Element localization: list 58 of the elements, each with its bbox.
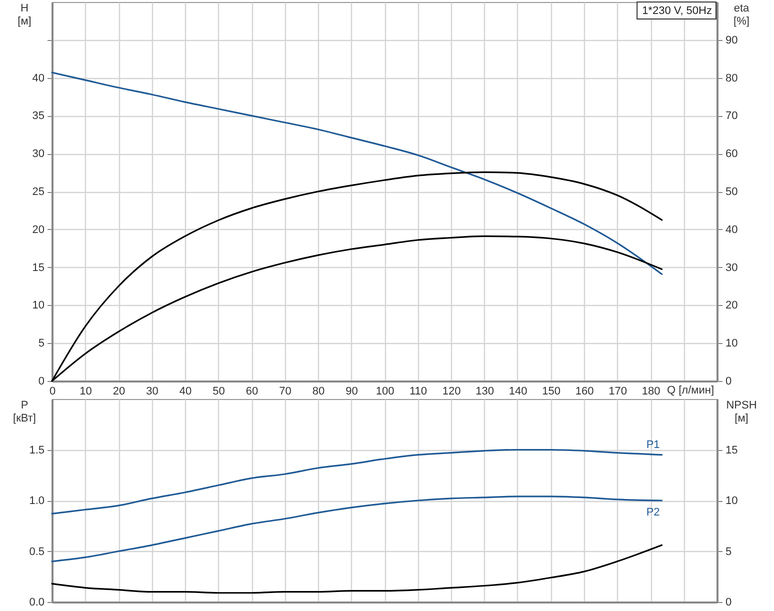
line-series xyxy=(51,544,663,594)
x-tick-label: 110 xyxy=(409,386,428,398)
y-tick-label: 1.5 xyxy=(29,444,44,456)
y2-tick-label: 0 xyxy=(726,596,732,608)
x-tick-label: 100 xyxy=(376,386,394,398)
x-tick-label: 160 xyxy=(575,386,594,398)
y2-tick-label: 90 xyxy=(726,34,738,46)
x-tick-label: 30 xyxy=(146,386,158,398)
y2-axis-title: eta [%] xyxy=(734,2,750,28)
y2-tick-label: 70 xyxy=(726,110,738,122)
y-tick-label: 1.0 xyxy=(29,495,44,507)
x-tick-label: 70 xyxy=(279,386,292,398)
y2-tick-label: 30 xyxy=(726,262,738,274)
y-tick-label: 20 xyxy=(32,224,44,236)
y-tick-label: 5 xyxy=(38,338,44,350)
x-tick-label: 10 xyxy=(80,386,92,398)
y2-tick-label: 10 xyxy=(726,495,738,507)
y-tick-label: 0.0 xyxy=(29,596,44,608)
x-axis-title: Q [л/мин] xyxy=(667,384,714,396)
y2-tick-label: 5 xyxy=(726,546,732,558)
x-tick-label: 80 xyxy=(312,386,325,398)
x-tick-label: 40 xyxy=(179,386,192,398)
x-tick-label: 0 xyxy=(49,386,56,398)
x-tick-label: 90 xyxy=(346,386,358,398)
y2-tick-label: 50 xyxy=(726,186,738,198)
y2-tick-label: 60 xyxy=(726,148,738,160)
y-tick-label: 40 xyxy=(32,72,44,84)
x-tick-label: 150 xyxy=(542,386,560,398)
y-tick-label: 15 xyxy=(32,262,44,274)
x-tick-label: 50 xyxy=(212,386,225,398)
y-tick-label: 10 xyxy=(32,300,44,312)
y2-tick-label: 40 xyxy=(726,224,738,236)
line-series xyxy=(51,496,663,562)
line-series xyxy=(51,448,663,514)
y-tick-label: 25 xyxy=(32,186,44,198)
x-tick-label: 120 xyxy=(442,386,461,398)
y-axis-title: P [кВт] xyxy=(13,400,36,424)
x-tick-label: 60 xyxy=(246,386,258,398)
y2-tick-label: 15 xyxy=(726,444,738,456)
x-tick-label: 140 xyxy=(508,386,528,398)
x-tick-label: 130 xyxy=(476,386,494,398)
y2-axis-title: NPSH [м] xyxy=(726,400,757,424)
series-label: P2 xyxy=(646,506,660,518)
annotation: 1*230 V, 50Hz xyxy=(642,5,712,17)
y-axis-title: H [м] xyxy=(18,2,32,28)
x-tick-label: 180 xyxy=(642,386,660,398)
x-tick-label: 20 xyxy=(112,386,126,398)
y2-tick-label: 0 xyxy=(726,376,732,388)
y-tick-label: 0 xyxy=(38,376,44,388)
y-tick-label: 35 xyxy=(32,110,44,122)
y-tick-label: 0.5 xyxy=(29,546,44,558)
y2-tick-label: 20 xyxy=(726,300,738,312)
series-label: P1 xyxy=(646,438,660,451)
y-tick-label: 30 xyxy=(32,148,44,160)
line-series xyxy=(51,72,663,275)
y2-tick-label: 10 xyxy=(726,338,738,350)
y2-tick-label: 80 xyxy=(726,72,738,84)
x-tick-label: 170 xyxy=(608,386,627,398)
